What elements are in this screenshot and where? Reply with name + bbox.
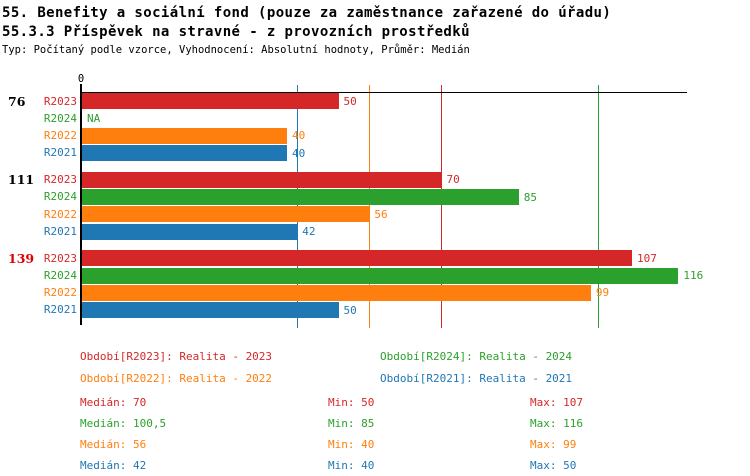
bar-track: 42 (82, 223, 316, 240)
series-label: R2024 (43, 190, 77, 204)
bar-value-label: 50 (343, 94, 357, 108)
series-label: R2023 (43, 251, 77, 265)
bar-group-139: 139 R2023 107 R2024 116 R2022 99 R2021 (0, 250, 750, 319)
group-label: 76 (8, 93, 26, 109)
stat-min-r2021: Min: 40 (328, 459, 375, 472)
bar-row: R2022 56 (0, 206, 750, 223)
series-label: R2023 (43, 173, 77, 186)
legend-item-r2022: Období[R2022]: Realita - 2022 (80, 372, 273, 385)
bar-r2022 (82, 206, 370, 223)
bar-row: R2023 70 (0, 171, 750, 188)
bar-value-label: 40 (292, 129, 306, 143)
group-label-highlighted: 139 (8, 250, 35, 266)
series-label: R2024 (43, 268, 77, 282)
bar-r2023 (82, 93, 339, 110)
stat-median-r2021: Medián: 42 (80, 459, 147, 472)
bar-r2023 (82, 171, 442, 188)
bar-row: R2021 40 (0, 144, 750, 162)
bar-value-label: 107 (637, 251, 657, 265)
bar-value-label: 50 (343, 303, 357, 317)
bar-track: 56 (82, 206, 388, 223)
series-label: R2021 (43, 146, 77, 160)
series-label: R2024 (43, 111, 77, 125)
group-label: 111 (8, 172, 35, 187)
bar-row: R2021 50 (0, 301, 750, 319)
bar-value-label: 70 (446, 173, 460, 187)
stat-median-r2023: Medián: 70 (80, 396, 147, 409)
bar-r2021 (82, 223, 298, 240)
bar-row: R2022 40 (0, 127, 750, 144)
stat-min-r2024: Min: 85 (328, 417, 375, 430)
bar-value-label: 56 (374, 207, 388, 221)
bar-r2021 (82, 302, 339, 319)
chart-title: 55.3.3 Příspěvek na stravné - z provozní… (2, 24, 470, 40)
bar-row: R2021 42 (0, 223, 750, 240)
stat-min-r2022: Min: 40 (328, 438, 375, 451)
y-axis-line (80, 88, 82, 325)
series-label: R2023 (43, 94, 77, 108)
bar-value-label: NA (87, 112, 101, 126)
series-label: R2021 (43, 303, 77, 317)
bar-track: 40 (82, 145, 306, 162)
series-label: R2022 (43, 129, 77, 143)
bar-group-111: 111 R2023 70 R2024 85 R2022 56 R2021 (0, 171, 750, 240)
stat-max-r2021: Max: 50 (530, 459, 577, 472)
stat-max-r2022: Max: 99 (530, 438, 577, 451)
median-line-r2023 (440, 85, 443, 328)
bar-row: R2023 50 (0, 93, 750, 110)
x-axis-line (81, 91, 687, 93)
page-title: 55. Benefity a sociální fond (pouze za z… (2, 5, 612, 21)
bar-r2024 (82, 189, 519, 206)
bar-row: R2024 85 (0, 188, 750, 206)
bar-row: R2024 116 (0, 267, 750, 284)
bar-r2022 (82, 284, 591, 301)
bar-r2021 (82, 145, 287, 162)
legend-item-r2024: Období[R2024]: Realita - 2024 (380, 350, 573, 363)
bar-value-label: 85 (523, 190, 537, 204)
bar-track: 99 (82, 284, 610, 301)
bar-value-label: 42 (302, 225, 316, 239)
bar-track: 50 (82, 302, 357, 319)
axis-zero-label: 0 (77, 73, 85, 85)
legend-item-r2023: Období[R2023]: Realita - 2023 (80, 350, 273, 363)
bar-r2023 (82, 250, 633, 267)
bar-r2024 (82, 267, 679, 284)
bar-track: 40 (82, 127, 306, 144)
bar-row: R2024 NA (0, 110, 750, 127)
bar-track: 70 (82, 171, 460, 188)
stat-max-r2023: Max: 107 (530, 396, 583, 409)
legend-item-r2021: Období[R2021]: Realita - 2021 (380, 372, 573, 385)
bar-row: R2022 99 (0, 284, 750, 301)
bar-r2022 (82, 127, 287, 144)
stat-median-r2022: Medián: 56 (80, 438, 147, 451)
bar-value-label: 40 (292, 146, 306, 160)
median-line-r2024 (597, 85, 600, 328)
series-label: R2022 (43, 207, 77, 221)
series-label: R2021 (43, 224, 77, 238)
bar-group-76: 76 R2023 50 R2024 NA R2022 40 R2021 (0, 93, 750, 162)
series-label: R2022 (43, 286, 77, 300)
bar-track: 85 (82, 189, 537, 206)
bar-value-label: 116 (683, 269, 704, 283)
bar-track: NA (82, 111, 100, 127)
bar-track: 116 (82, 267, 704, 284)
stat-max-r2024: Max: 116 (530, 417, 583, 430)
median-line-r2022 (368, 85, 371, 328)
chart-meta-line: Typ: Počítaný podle vzorce, Vyhodnocení:… (2, 44, 470, 56)
bar-value-label: 99 (595, 286, 610, 300)
bar-track: 50 (82, 93, 357, 110)
stat-min-r2023: Min: 50 (328, 396, 375, 409)
bar-track: 107 (82, 250, 657, 267)
bar-row: R2023 107 (0, 250, 750, 267)
stat-median-r2024: Medián: 100,5 (80, 417, 167, 430)
